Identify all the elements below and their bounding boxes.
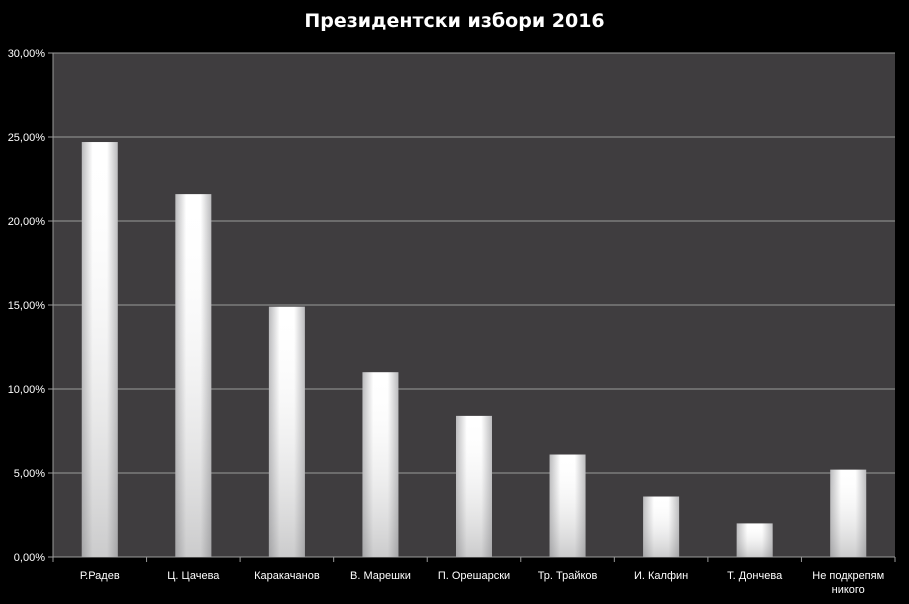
- bar-shade: [268, 306, 305, 557]
- y-tick-label: 5,00%: [14, 468, 45, 480]
- bar-7: [643, 496, 680, 557]
- x-tick-label: Тр. Трайков: [538, 570, 598, 582]
- bar-shade: [81, 142, 118, 558]
- bar-1: [81, 142, 118, 558]
- x-tick-label: В. Марешки: [350, 570, 411, 582]
- y-tick-labels: 0,00% 5,00% 10,00% 15,00% 20,00% 25,00% 30,00%: [8, 48, 46, 564]
- y-tick-label: 10,00%: [8, 384, 46, 396]
- y-tick-label: 30,00%: [8, 48, 46, 60]
- y-tick-label: 20,00%: [8, 216, 46, 228]
- bar-9: [830, 469, 867, 557]
- bar-5: [456, 415, 492, 557]
- y-tick-label: 0,00%: [14, 552, 45, 564]
- bar-8: [736, 523, 773, 557]
- bar-3: [268, 306, 305, 557]
- x-tick-labels: Р.Радев Ц. Цачева Каракачанов В. Марешки П. …: [80, 570, 884, 596]
- bar-shade: [456, 415, 492, 557]
- bar-2: [175, 194, 212, 557]
- x-tick-label: П. Орешарски: [438, 570, 510, 582]
- bar-shade: [175, 194, 212, 557]
- x-tick-label: Не подкрепям никого: [812, 570, 884, 596]
- y-tick-label: 25,00%: [8, 132, 46, 144]
- bar-shade: [736, 523, 773, 557]
- x-tick-label: Каракачанов: [254, 570, 320, 582]
- bar-shade: [643, 496, 680, 557]
- x-tick-label: Т. Дончева: [727, 570, 783, 582]
- chart-title: Президентски избори 2016: [304, 10, 605, 32]
- bar-shade: [830, 469, 867, 557]
- bar-6: [549, 454, 586, 557]
- bars: [81, 142, 867, 558]
- bar-4: [362, 372, 399, 557]
- bar-shade: [362, 372, 399, 557]
- y-tick-label: 15,00%: [8, 300, 46, 312]
- bar-shade: [549, 454, 586, 557]
- x-tick-label: И. Калфин: [634, 570, 688, 582]
- x-tick-label: Ц. Цачева: [167, 570, 220, 582]
- x-tick-label: Р.Радев: [80, 570, 120, 582]
